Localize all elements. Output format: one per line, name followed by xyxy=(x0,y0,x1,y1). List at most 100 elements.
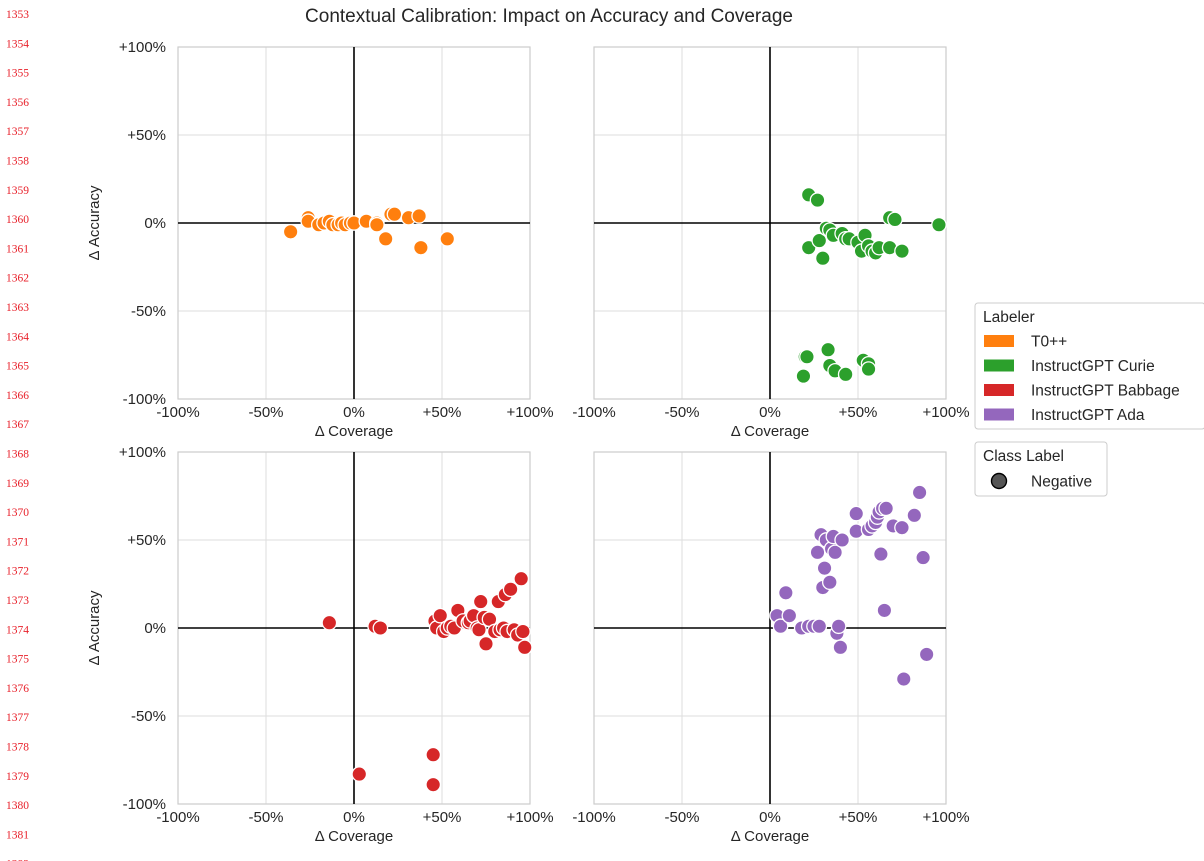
x-tick-label: -50% xyxy=(664,404,699,421)
data-point xyxy=(873,546,889,562)
x-tick-label: -100% xyxy=(156,404,199,421)
y-tick-label: +50% xyxy=(127,532,166,549)
data-point xyxy=(413,239,429,256)
x-tick-label: +100% xyxy=(922,404,969,421)
x-axis-label: Δ Coverage xyxy=(315,828,393,845)
legend-labeler-box xyxy=(974,302,1204,430)
line-number: 1359 xyxy=(6,185,29,197)
x-tick-label: +100% xyxy=(506,404,553,421)
legend-class-box xyxy=(974,441,1108,497)
data-point xyxy=(282,223,299,240)
line-number: 1363 xyxy=(6,302,29,314)
data-point xyxy=(425,746,442,763)
panel-3: -100% -50% 0% +50% +100% Δ Coverage -100% -50% 0… xyxy=(86,444,554,845)
data-point xyxy=(830,618,847,635)
data-point xyxy=(906,507,923,524)
data-point xyxy=(321,614,338,631)
data-point xyxy=(513,570,530,587)
line-number: 1362 xyxy=(6,273,29,285)
data-point xyxy=(814,250,831,267)
line-number: 1369 xyxy=(6,478,29,490)
panel-2: -100% -50% 0% +50% +100% Δ Coverage xyxy=(572,46,970,440)
line-number: 1379 xyxy=(6,771,29,783)
panel-4: -100% -50% 0% +50% +100% Δ Coverage xyxy=(572,451,970,845)
line-number: 1373 xyxy=(6,595,29,607)
x-tick-label: 0% xyxy=(759,404,781,421)
data-point xyxy=(848,505,865,522)
line-number: 1376 xyxy=(6,683,29,695)
data-point xyxy=(876,602,893,619)
y-tick-label: -100% xyxy=(123,391,166,408)
x-tick-label: -50% xyxy=(248,809,283,826)
line-number: 1380 xyxy=(6,800,29,812)
data-point xyxy=(878,500,895,517)
data-point xyxy=(777,584,794,601)
line-number: 1360 xyxy=(6,214,29,226)
data-point xyxy=(827,544,843,561)
data-point xyxy=(772,618,789,635)
data-point xyxy=(372,620,389,636)
legend-entry: T0++ xyxy=(1031,334,1067,351)
legend-entry: InstructGPT Babbage xyxy=(1031,383,1180,400)
data-point xyxy=(820,341,836,358)
data-point xyxy=(377,230,394,247)
panels: -100% -50% 0% +50% +100% Δ Coverage -100% -50% 0… xyxy=(86,39,970,845)
data-point xyxy=(502,581,519,598)
line-number: 1371 xyxy=(6,536,29,548)
data-point xyxy=(425,776,442,793)
x-axis-label: Δ Coverage xyxy=(315,423,393,440)
x-tick-label: +100% xyxy=(506,809,553,826)
panel-1: -100% -50% 0% +50% +100% Δ Coverage -100% -50% 0… xyxy=(86,39,554,440)
data-point xyxy=(894,243,910,260)
data-point xyxy=(860,361,877,377)
data-point xyxy=(931,216,947,233)
y-tick-label: -50% xyxy=(131,708,166,725)
data-point xyxy=(809,192,826,208)
data-point xyxy=(811,232,828,249)
x-tick-label: +50% xyxy=(423,404,462,421)
data-point xyxy=(411,208,427,224)
line-number: 1378 xyxy=(6,742,29,754)
legend-class-marker xyxy=(990,472,1008,490)
y-tick-label: -100% xyxy=(123,796,166,813)
y-tick-label: 0% xyxy=(144,620,166,637)
data-point xyxy=(918,646,935,663)
line-number: 1364 xyxy=(6,331,29,343)
data-point xyxy=(887,211,903,228)
x-tick-label: +50% xyxy=(423,809,462,826)
y-tick-label: +50% xyxy=(127,127,166,144)
data-point xyxy=(799,348,815,365)
line-number: 1375 xyxy=(6,654,29,666)
x-tick-label: +50% xyxy=(839,404,878,421)
data-point xyxy=(478,635,494,652)
legend-swatch xyxy=(984,359,1014,372)
data-point xyxy=(809,544,826,561)
line-number: 1357 xyxy=(6,126,29,138)
line-number: 1366 xyxy=(6,390,29,402)
data-point xyxy=(472,593,489,610)
legend-labeler-title: Labeler xyxy=(983,309,1035,326)
data-point xyxy=(895,671,912,687)
data-point xyxy=(915,549,931,566)
line-number: 1377 xyxy=(6,712,29,724)
line-number: 1381 xyxy=(6,829,29,841)
data-point xyxy=(781,607,798,624)
x-tick-label: -50% xyxy=(664,809,699,826)
x-tick-label: 0% xyxy=(343,404,365,421)
legend: Labeler T0++ InstructGPT Curie InstructGPT … xyxy=(974,302,1204,497)
line-number: 1382 xyxy=(6,859,29,861)
data-point xyxy=(821,574,838,591)
x-tick-label: 0% xyxy=(759,809,781,826)
line-number: 1368 xyxy=(6,449,29,461)
legend-entry: Negative xyxy=(1031,474,1092,491)
x-axis-label: Δ Coverage xyxy=(731,828,809,845)
chart-title: Contextual Calibration: Impact on Accura… xyxy=(305,6,793,27)
x-tick-label: +100% xyxy=(922,809,969,826)
x-tick-label: +50% xyxy=(839,809,878,826)
legend-swatch xyxy=(984,335,1014,347)
line-number: 1365 xyxy=(6,361,29,373)
legend-class-title: Class Label xyxy=(983,448,1064,465)
legend-entry: InstructGPT Curie xyxy=(1031,358,1155,375)
y-tick-label: 0% xyxy=(144,215,166,232)
x-tick-label: -50% xyxy=(248,404,283,421)
